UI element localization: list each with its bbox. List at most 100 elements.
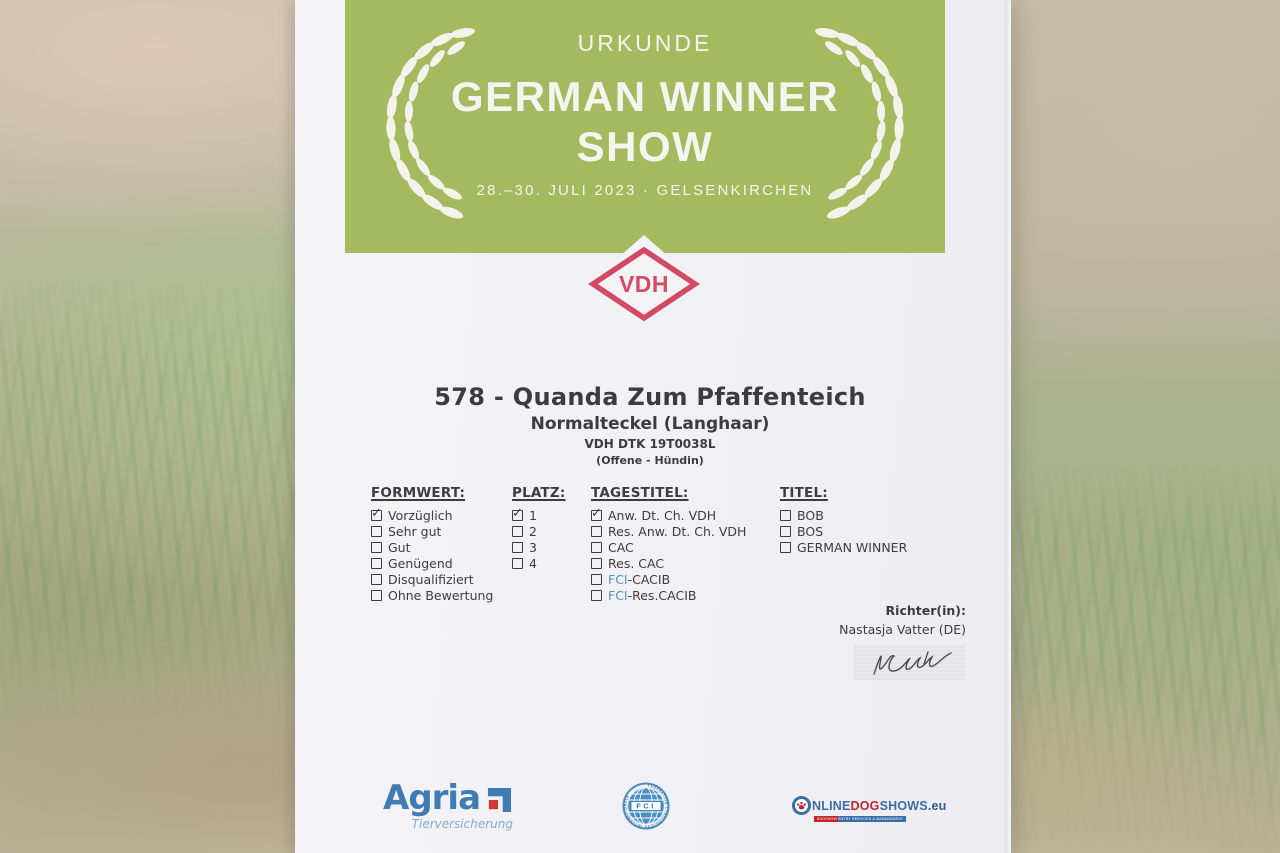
checkbox[interactable] [371,541,382,553]
judge-label: Richter(in): [885,603,966,618]
checkbox-item[interactable]: 3 [512,539,566,555]
checkbox-item[interactable]: Ohne Bewertung [371,587,493,603]
column-header-platz: PLATZ: [512,485,566,501]
checkbox[interactable] [512,541,523,553]
column-header-formwert: FORMWERT: [371,485,466,501]
vdh-logo: VDH [588,235,700,322]
checkbox[interactable] [512,525,523,537]
class-and-sex: (Offene - Hündin) [596,454,704,467]
checkbox[interactable] [591,573,602,585]
registration-number: VDH DTK 19T0038L [584,437,716,451]
label-rest: -Res.CACIB [627,587,697,603]
checkbox-label: 2 [529,523,537,539]
checkbox[interactable] [780,509,791,521]
label-rest: -CACIB [627,571,671,587]
event-title-line2: SHOW [576,123,714,170]
checkbox-label: FCI-CACIB [608,572,670,587]
checkbox[interactable] [591,557,602,569]
checkbox-item[interactable]: BOB [780,507,907,523]
checkbox[interactable] [591,541,602,553]
catalog-number-and-dog-name: 578 - Quanda Zum Pfaffenteich [434,383,866,411]
checkbox-item[interactable]: Sehr gut [371,523,493,539]
vdh-label: VDH [619,271,669,297]
ods-part-eu: .eu [927,798,947,813]
column-formwert: FORMWERT: ✓ Vorzüglich Sehr gut Gut Genügend D… [371,482,493,603]
fci-prefix: FCI [608,587,628,603]
event-date-location: 28.–30. JULI 2023 · GELSENKIRCHEN [476,182,814,199]
checkbox[interactable] [780,541,791,553]
judge-block: Richter(in): Nastasja Vatter (DE) [839,602,966,680]
checkbox-label: Sehr gut [388,523,442,539]
checkbox-item[interactable]: ✓ Vorzüglich [371,506,493,523]
checkbox-item[interactable]: Res. CAC [591,555,746,571]
checkbox-item[interactable]: ✓ Anw. Dt. Ch. VDH [591,506,746,523]
checkbox[interactable] [371,557,382,569]
column-header-tagestitel: TAGESTITEL: [591,485,689,501]
checkbox-item[interactable]: BOS [780,523,907,539]
checkbox-item[interactable]: 4 [512,555,566,571]
checkbox[interactable] [371,589,382,601]
checkbox-label: CAC [608,539,634,555]
checkbox-item[interactable]: ✓ 1 [512,506,566,523]
agria-wordmark: Agria [383,778,481,818]
checkbox-item[interactable]: FCI-CACIB [591,571,746,587]
onlinedogshows-logo: NLINEDOGSHOWS.eu DOGSHOW ENTRY SERVICES … [792,796,946,822]
column-tagestitel: TAGESTITEL: ✓ Anw. Dt. Ch. VDH Res. Anw. Dt… [591,482,746,603]
checkbox-checked[interactable]: ✓ [512,506,523,521]
checkbox-label: Gut [388,539,411,555]
checkbox-item[interactable]: Res. Anw. Dt. Ch. VDH [591,523,746,539]
checkbox[interactable] [780,525,791,537]
fci-label: FCI [636,802,656,811]
checkbox[interactable] [512,557,523,569]
checkbox-label: Disqualifiziert [388,571,474,587]
checkbox[interactable] [371,573,382,585]
checkbox-label: Vorzüglich [388,507,453,523]
ods-part-nline: NLINE [812,798,851,813]
fci-logo: FEDERATION CYNOLOGIQUE INTERNATIONALE FC… [622,782,670,830]
laurel-left-icon [386,27,475,219]
ods-tagline: DOGSHOW ENTRY SERVICES & MANAGEMENT [816,817,904,821]
checkbox-item[interactable]: GERMAN WINNER [780,539,907,555]
certificate-sheet: URKUNDE GERMAN WINNER SHOW 28.–30. JULI … [295,0,1011,853]
checkbox-label: Ohne Bewertung [388,587,494,603]
checkbox-item[interactable]: Genügend [371,555,493,571]
banner-kicker: URKUNDE [577,30,713,56]
check-icon: ✓ [512,505,523,521]
checkbox-label: 1 [529,507,537,523]
agria-tagline: Tierversicherung [411,817,513,831]
event-banner: URKUNDE GERMAN WINNER SHOW 28.–30. JULI … [345,0,945,253]
laurel-right-icon [815,27,904,219]
vdh-diamond-icon [588,246,700,322]
paper-edge-shadow [1005,0,1011,853]
checkbox-label: GERMAN WINNER [797,539,908,555]
checkbox-item[interactable]: Gut [371,539,493,555]
checkbox-item[interactable]: CAC [591,539,746,555]
checkbox-checked[interactable]: ✓ [371,506,382,521]
checkbox[interactable] [371,525,382,537]
checkbox-item[interactable]: 2 [512,523,566,539]
checkbox-label: Anw. Dt. Ch. VDH [608,507,717,523]
checkbox-checked[interactable]: ✓ [591,506,602,521]
judge-name: Nastasja Vatter (DE) [839,622,966,637]
agria-logo: Agria Tierversicherung [383,780,513,831]
checkbox-label: FCI-Res.CACIB [608,588,696,603]
column-platz: PLATZ: ✓ 1 2 3 4 [512,482,566,571]
signature-handwriting [873,651,952,675]
checkbox[interactable] [591,525,602,537]
checkbox-label: BOB [797,507,824,523]
column-header-titel: TITEL: [780,485,828,501]
checkbox-item[interactable]: FCI-Res.CACIB [591,587,746,603]
checkbox-label: Genügend [388,555,453,571]
breed-variety: Normalteckel (Langhaar) [530,414,770,434]
ods-tagline-banner: DOGSHOW ENTRY SERVICES & MANAGEMENT [814,816,906,822]
checkbox-label: Res. Anw. Dt. Ch. VDH [608,523,747,539]
check-icon: ✓ [591,505,602,521]
checkbox-label: BOS [797,523,824,539]
agria-mark-icon [487,788,512,812]
ods-part-dog: DOG [850,798,880,813]
checkbox-item[interactable]: Disqualifiziert [371,571,493,587]
ods-wordmark: NLINEDOGSHOWS.eu [812,799,946,813]
checkbox-label: 3 [529,539,537,555]
checkbox[interactable] [591,589,602,601]
fci-prefix: FCI [608,571,628,587]
